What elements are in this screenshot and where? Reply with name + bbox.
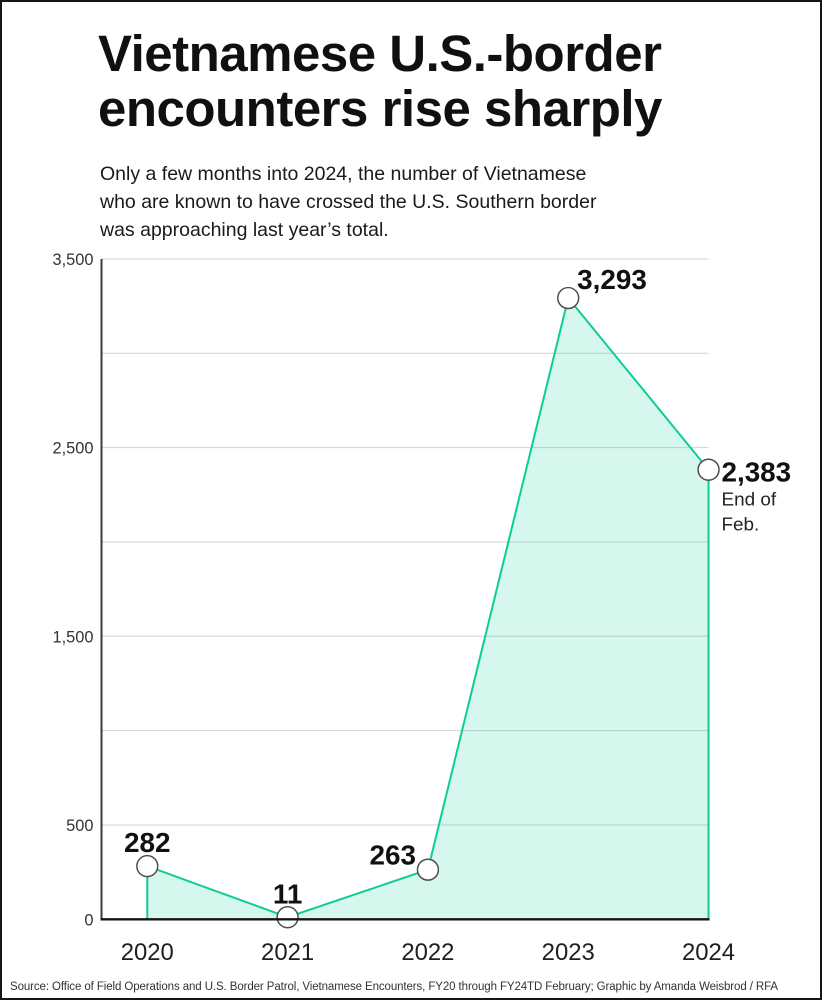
- chart-title-line-1: Vietnamese U.S.-border: [98, 25, 662, 82]
- data-point-marker: [136, 854, 159, 878]
- data-point-value-label: 282: [124, 827, 170, 858]
- y-tick-label: 500: [66, 817, 93, 835]
- data-point-value-label: 11: [273, 878, 302, 909]
- x-tick-label: 2020: [121, 939, 174, 966]
- data-point-value-label: 263: [370, 840, 416, 871]
- chart-subtitle-line-1: Only a few months into 2024, the number …: [100, 163, 587, 185]
- y-tick-label: 0: [84, 911, 93, 929]
- final-point-annotation: End of: [721, 490, 776, 511]
- area-fill: [147, 298, 709, 920]
- data-point-marker: [697, 458, 720, 481]
- final-point-annotation: Feb.: [721, 514, 759, 535]
- data-point-marker: [557, 286, 580, 310]
- data-point-value-label: 3,293: [577, 264, 647, 295]
- x-tick-label: 2024: [682, 939, 735, 966]
- chart-header: Vietnamese U.S.-border encounters rise s…: [98, 26, 758, 244]
- data-point-marker: [276, 906, 299, 929]
- chart-subtitle-line-3: was approaching last year’s total.: [100, 219, 389, 241]
- y-tick-label: 1,500: [53, 628, 94, 646]
- data-point-value-label: 2,383: [721, 457, 791, 488]
- source-credit: Source: Office of Field Operations and U…: [10, 981, 778, 993]
- y-tick-label: 2,500: [53, 440, 94, 458]
- x-tick-label: 2023: [542, 939, 595, 966]
- chart-subtitle-line-2: who are known to have crossed the U.S. S…: [100, 191, 597, 213]
- x-tick-label: 2022: [401, 939, 454, 966]
- chart-title-line-2: encounters rise sharply: [98, 80, 662, 137]
- data-point-marker: [416, 858, 440, 881]
- y-tick-label: 3,500: [53, 251, 94, 269]
- chart-title: Vietnamese U.S.-border encounters rise s…: [98, 26, 758, 136]
- x-tick-label: 2021: [261, 939, 314, 966]
- chart-subtitle: Only a few months into 2024, the number …: [100, 160, 758, 244]
